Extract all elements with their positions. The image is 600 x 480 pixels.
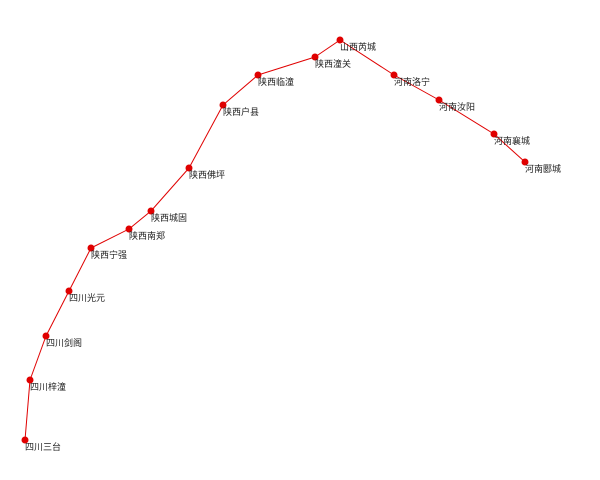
route-segment	[438, 99, 495, 135]
station-label-sichuan-santai: 四川三台	[25, 441, 61, 453]
station-node-shaanxi-lintong	[254, 71, 262, 79]
station-node-shaanxi-huxian	[219, 101, 227, 109]
route-segment	[90, 228, 130, 249]
station-node-sichuan-santai	[21, 436, 29, 444]
station-node-shanxi-ruicheng	[336, 36, 344, 44]
station-label-henan-ruyang: 河南汝阳	[439, 101, 475, 113]
station-label-sichuan-guangyuan: 四川光元	[69, 292, 105, 304]
station-node-sichuan-jiange	[42, 332, 50, 340]
station-node-shaanxi-ningqiang	[87, 244, 95, 252]
station-node-shaanxi-tongguan	[311, 53, 319, 61]
station-label-shaanxi-foping: 陕西佛坪	[189, 169, 225, 181]
station-node-henan-luoning	[390, 71, 398, 79]
route-segment	[29, 335, 47, 381]
route-segment	[314, 39, 341, 58]
station-node-sichuan-guangyuan	[65, 287, 73, 295]
route-segment	[68, 247, 92, 292]
station-node-henan-yancheng	[521, 158, 529, 166]
station-node-henan-ruyang	[435, 96, 443, 104]
route-segment	[222, 74, 259, 106]
route-segment	[188, 104, 224, 169]
station-label-sichuan-zitong: 四川梓潼	[30, 381, 66, 393]
route-segment	[257, 56, 316, 76]
route-nodes	[21, 36, 529, 444]
station-label-henan-yancheng: 河南郾城	[525, 163, 561, 175]
station-label-henan-luoning: 河南洛宁	[394, 76, 430, 88]
route-segment	[493, 133, 526, 163]
route-segment	[128, 210, 152, 230]
station-label-shaanxi-lintong: 陕西临潼	[258, 76, 294, 88]
route-segment	[339, 39, 395, 76]
station-node-shaanxi-foping	[185, 164, 193, 172]
station-node-shaanxi-nanzheng	[125, 225, 133, 233]
route-segment	[24, 379, 31, 441]
station-label-shanxi-ruicheng: 山西芮城	[340, 41, 376, 53]
station-label-shaanxi-nanzheng: 陕西南郑	[129, 230, 165, 242]
station-node-shaanxi-chenggu	[147, 207, 155, 215]
station-label-shaanxi-tongguan: 陕西潼关	[315, 58, 351, 70]
station-label-shaanxi-ningqiang: 陕西宁强	[91, 249, 127, 261]
route-segment	[45, 290, 70, 337]
station-label-shaanxi-chenggu: 陕西城固	[151, 212, 187, 224]
station-node-sichuan-zitong	[26, 376, 34, 384]
station-label-sichuan-jiange: 四川剑阁	[46, 337, 82, 349]
route-segment	[393, 74, 440, 101]
station-label-henan-xiangcheng: 河南襄城	[494, 135, 530, 147]
route-segment	[150, 167, 190, 212]
station-label-shaanxi-huxian: 陕西户县	[223, 106, 259, 118]
route-edges	[24, 39, 526, 441]
station-node-henan-xiangcheng	[490, 130, 498, 138]
